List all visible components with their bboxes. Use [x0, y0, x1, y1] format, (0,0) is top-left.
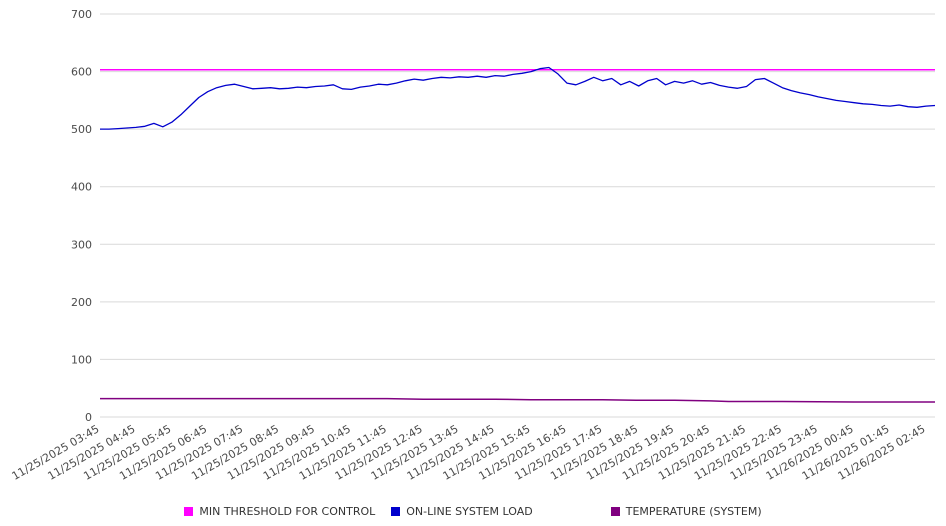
legend-label-temperature: TEMPERATURE (SYSTEM)	[625, 505, 762, 518]
svg-text:300: 300	[71, 238, 92, 251]
legend-item-temperature[interactable]: TEMPERATURE (SYSTEM)	[610, 505, 762, 518]
legend-swatch-system-load-icon	[391, 507, 401, 516]
svg-text:400: 400	[71, 181, 92, 194]
svg-text:600: 600	[71, 66, 92, 79]
legend-swatch-min-threshold-icon	[184, 507, 194, 516]
svg-text:200: 200	[71, 296, 92, 309]
svg-text:0: 0	[85, 411, 92, 424]
legend-label-min-threshold: MIN THRESHOLD FOR CONTROL	[199, 505, 376, 518]
chart-legend: MIN THRESHOLD FOR CONTROL ON-LINE SYSTEM…	[0, 505, 946, 518]
svg-text:500: 500	[71, 123, 92, 136]
legend-item-system-load[interactable]: ON-LINE SYSTEM LOAD	[391, 505, 533, 518]
legend-item-min-threshold[interactable]: MIN THRESHOLD FOR CONTROL	[184, 505, 375, 518]
svg-text:700: 700	[71, 8, 92, 21]
svg-text:100: 100	[71, 353, 92, 366]
legend-swatch-temperature-icon	[610, 507, 620, 516]
legend-label-system-load: ON-LINE SYSTEM LOAD	[406, 505, 533, 518]
